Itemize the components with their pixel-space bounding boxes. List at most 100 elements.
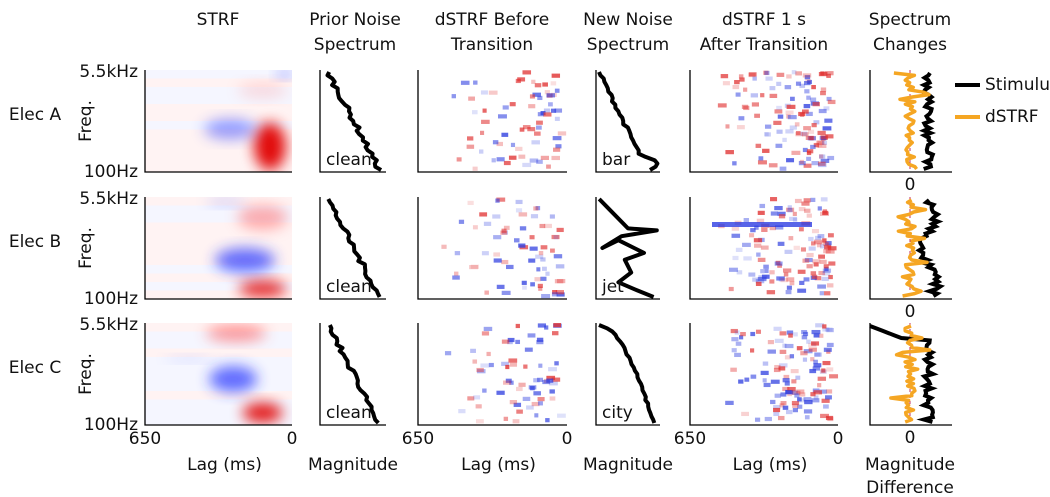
dstrf-pixel bbox=[803, 409, 813, 414]
dstrf-pixel bbox=[481, 119, 490, 124]
dstrf-pixel bbox=[472, 359, 478, 364]
dstrf-pixel bbox=[782, 378, 790, 383]
dstrf-pixel bbox=[482, 108, 487, 113]
dstrf-pixel bbox=[808, 236, 814, 242]
dstrf-pixel bbox=[543, 112, 552, 117]
dstrf-pixel bbox=[556, 278, 566, 284]
dstrf-pixel bbox=[820, 87, 827, 92]
dstrf-pixel bbox=[503, 160, 511, 166]
freq-bottom: 100Hz bbox=[84, 162, 138, 182]
dstrf-pixel bbox=[509, 102, 516, 107]
dstrf-pixel bbox=[754, 417, 761, 422]
dstrf-pixel bbox=[793, 332, 798, 337]
freq-bottom: 100Hz bbox=[84, 415, 138, 435]
dstrf-pixel bbox=[762, 378, 767, 383]
dstrf-line bbox=[893, 71, 931, 171]
dstrf-pixel bbox=[797, 288, 807, 293]
band bbox=[145, 408, 292, 417]
zero-label: 0 bbox=[905, 175, 916, 195]
dstrf-pixel bbox=[735, 92, 741, 97]
dstrf-pixel bbox=[770, 197, 778, 202]
dstrf-pixel bbox=[519, 127, 525, 132]
dstrf-pixel bbox=[743, 256, 752, 261]
dstrf-pixel bbox=[809, 97, 817, 102]
dstrf-pixel bbox=[738, 74, 744, 79]
dstrf-pixel bbox=[773, 411, 780, 417]
dstrf-pixel bbox=[785, 110, 794, 115]
dstrf-pixel bbox=[508, 358, 518, 363]
dstrf-pixel bbox=[784, 355, 791, 360]
dstrf-pixel bbox=[767, 339, 774, 345]
column-title: dSTRF Before bbox=[435, 10, 550, 30]
dstrf-pixel bbox=[806, 264, 813, 269]
dstrf-pixel bbox=[804, 208, 811, 213]
dstrf-pixel bbox=[816, 140, 825, 145]
dstrf-pixel bbox=[553, 147, 561, 152]
dstrf-pixel bbox=[557, 413, 566, 418]
dstrf-pixel bbox=[809, 368, 817, 374]
dstrf-pixel bbox=[483, 326, 493, 332]
dstrf-pixel bbox=[802, 331, 809, 337]
dstrf-pixel bbox=[764, 70, 770, 76]
dstrf-pixel bbox=[822, 140, 828, 145]
dstrf-pixel bbox=[791, 400, 800, 406]
dstrf-pixel bbox=[537, 112, 544, 117]
dstrf-pixel bbox=[528, 258, 536, 263]
dstrf-pixel bbox=[540, 245, 548, 250]
dstrf-pixel bbox=[817, 234, 825, 239]
dstrf-pixel bbox=[764, 416, 772, 422]
dstrf-pixel bbox=[778, 214, 786, 219]
dstrf-pixel bbox=[731, 337, 739, 342]
dstrf-pixel bbox=[509, 362, 518, 367]
dstrf-pixel bbox=[822, 238, 827, 243]
dstrf-pixel bbox=[540, 257, 546, 262]
dstrf-pixel bbox=[818, 254, 825, 259]
dstrf-pixel bbox=[779, 331, 787, 336]
dstrf-pixel bbox=[780, 392, 787, 397]
dstrf-pixel bbox=[441, 244, 447, 249]
dstrf-pixel bbox=[788, 236, 794, 241]
axis bbox=[869, 197, 952, 300]
dstrf-pixel bbox=[804, 257, 813, 263]
blob bbox=[205, 198, 246, 207]
dstrf-pixel bbox=[545, 271, 550, 276]
dstrf-pixel bbox=[536, 120, 543, 125]
dstrf-pixel bbox=[742, 242, 751, 247]
dstrf-pixel bbox=[475, 404, 482, 409]
dstrf-pixel bbox=[774, 393, 781, 398]
dstrf-pixel bbox=[538, 286, 543, 291]
dstrf-pixel bbox=[481, 251, 489, 256]
dstrf-pixel bbox=[827, 246, 837, 251]
dstrf-pixel bbox=[536, 125, 542, 130]
dstrf-pixel bbox=[475, 419, 484, 424]
freq-bottom: 100Hz bbox=[84, 289, 138, 309]
dstrf-pixel bbox=[786, 74, 792, 79]
dstrf-pixel bbox=[507, 339, 513, 345]
dstrf-pixel bbox=[752, 76, 757, 81]
dstrf-pixel bbox=[757, 210, 765, 215]
dstrf-pixel bbox=[828, 274, 833, 280]
dstrf-pixel bbox=[556, 292, 565, 297]
dstrf-pixel bbox=[811, 398, 820, 403]
dstrf-pixel bbox=[783, 272, 789, 277]
dstrf-pixel bbox=[791, 379, 797, 384]
dstrf-pixel bbox=[496, 157, 505, 162]
dstrf-pixel bbox=[750, 348, 755, 353]
dstrf-pixel bbox=[523, 364, 528, 369]
dstrf-pixel bbox=[518, 154, 526, 159]
dstrf-pixel bbox=[764, 132, 771, 137]
zero-label: 0 bbox=[905, 302, 916, 322]
dstrf-pixel bbox=[813, 120, 820, 125]
dstrf-pixel bbox=[823, 249, 831, 254]
dstrf-pixel bbox=[484, 290, 489, 295]
dstrf-pixel bbox=[754, 113, 761, 118]
dstrf-pixel bbox=[518, 382, 526, 387]
dstrf-pixel bbox=[822, 360, 831, 366]
dstrf-pixel bbox=[826, 243, 831, 248]
dstrf-pixel bbox=[493, 258, 502, 263]
band bbox=[145, 399, 292, 408]
dstrf-pixel bbox=[798, 227, 804, 232]
dstrf-pixel bbox=[823, 241, 829, 246]
blob bbox=[242, 402, 283, 423]
dstrf-pixel bbox=[819, 244, 825, 249]
